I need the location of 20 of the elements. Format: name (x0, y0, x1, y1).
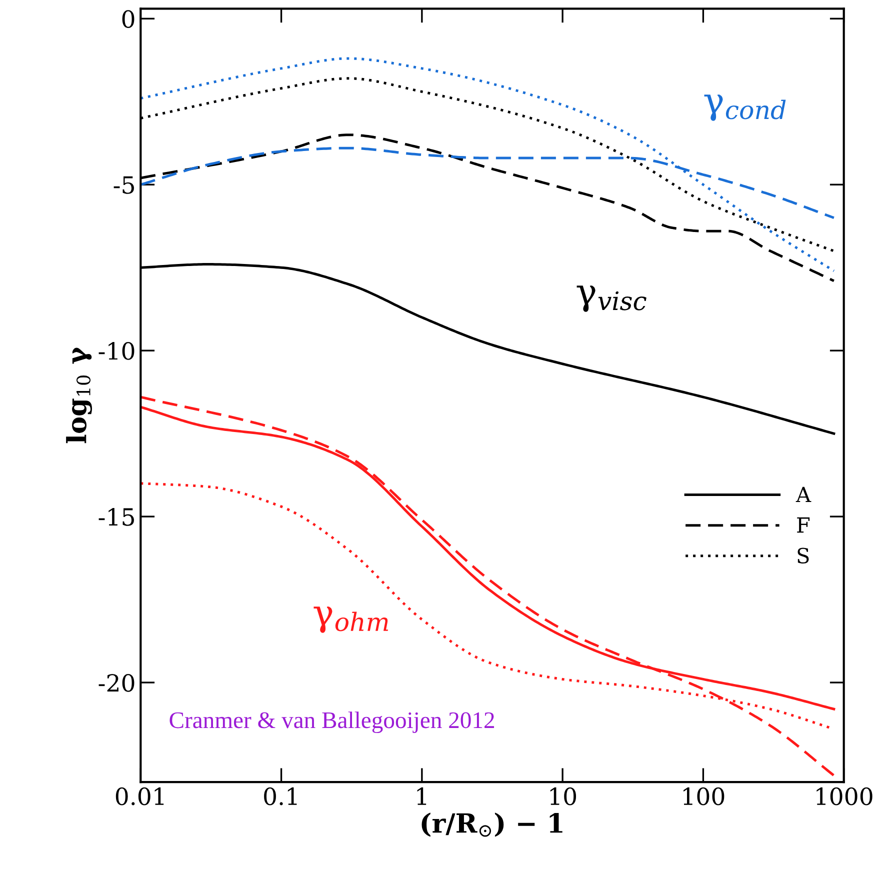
x-tick-label: 10 (550, 787, 576, 806)
x-tick-label: 0.01 (116, 787, 164, 806)
y-tick-label: -5 (114, 176, 134, 194)
x-tick-label: 1 (417, 787, 426, 805)
y-tick-label: -20 (98, 674, 134, 692)
y-tick-label: -15 (98, 508, 134, 526)
x-axis-title: (r/R$_{⊙}$) − 1 (422, 812, 562, 837)
x-tick-label: 0.1 (264, 787, 297, 806)
legend-label: F (797, 517, 810, 533)
legend-label: A (796, 486, 812, 502)
annotation: γ$_{ohm}$ (314, 606, 388, 633)
annotation: Cranmer & van Ballegooijen 2012 (170, 712, 494, 734)
y-tick-label: -10 (98, 342, 134, 360)
x-tick-label: 1000 (816, 787, 872, 806)
y-axis-title: log$_{10}$ γ (66, 348, 92, 444)
legend-label: S (798, 548, 809, 564)
annotation: γ$_{cond}$ (704, 94, 786, 121)
y-tick-label: 0 (122, 10, 134, 28)
annotation: γ$_{visc}$ (576, 286, 646, 312)
x-tick-label: 100 (684, 787, 724, 806)
